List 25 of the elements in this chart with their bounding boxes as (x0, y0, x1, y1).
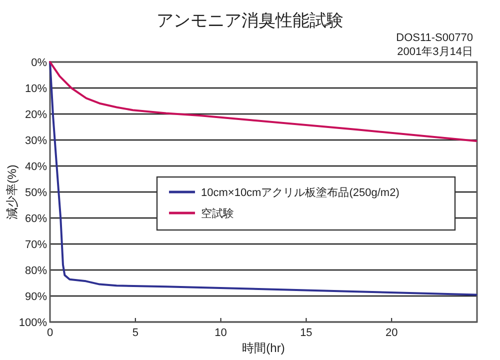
y-tick-label: 100% (18, 317, 48, 329)
y-tick-label: 70% (24, 239, 48, 251)
x-tick-label: 15 (300, 327, 312, 339)
text: 2001年3月14日 (397, 46, 473, 58)
y-tick-label: 20% (24, 109, 48, 121)
y-axis-title: 減少率(%) (5, 164, 19, 220)
y-tick-label: 40% (24, 161, 48, 173)
chart-title: アンモニア消臭性能試験 (156, 11, 344, 30)
x-axis-title: 時間(hr) (242, 341, 285, 355)
x-tick-label: 0 (46, 327, 54, 339)
y-tick-label: 50% (24, 187, 48, 199)
legend-label: 10cm×10cmアクリル板塗布品(250g/m2) (201, 187, 400, 199)
x-tick-label: 10 (214, 327, 227, 339)
x-tick-label: 5 (132, 327, 138, 339)
y-tick-label: 80% (24, 265, 48, 277)
y-tick-label: 60% (24, 213, 48, 225)
legend-label: 空試験 (201, 207, 234, 220)
x-tick-label: 20 (385, 327, 398, 339)
line-series (49, 61, 478, 296)
text: DOS11-S00770 (396, 32, 473, 44)
y-tick-label: 0% (31, 57, 48, 69)
y-tick-label: 10% (24, 83, 48, 95)
y-tick-label: 30% (24, 135, 48, 147)
line-series (49, 61, 478, 142)
y-tick-label: 90% (24, 291, 48, 303)
